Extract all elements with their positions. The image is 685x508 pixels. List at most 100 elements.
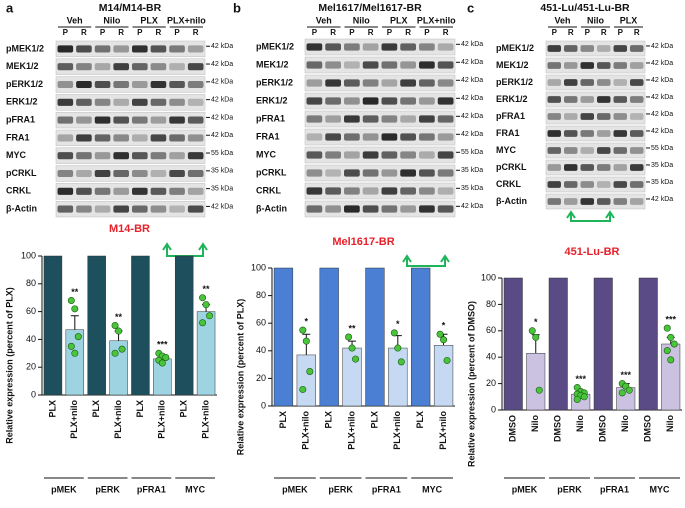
band (437, 97, 454, 105)
x-tick-label: DMSO (553, 415, 563, 442)
lane-group: PLX (620, 15, 638, 25)
group-label: pMEK (282, 484, 308, 494)
band (400, 79, 416, 87)
kda-label: 55 kDa (211, 150, 233, 157)
x-tick-label: DMSO (643, 415, 653, 442)
band (419, 205, 435, 213)
y-tick-label: 40 (256, 345, 266, 355)
y-tick-label: 20 (256, 373, 266, 383)
band (580, 45, 594, 52)
band (362, 61, 379, 69)
bar (365, 267, 385, 407)
significance: * (442, 321, 446, 331)
kda-label: 42 kDa (211, 132, 233, 139)
y-tick-label: 20 (26, 362, 36, 372)
data-point (67, 296, 75, 304)
x-tick-label: Nilo (665, 414, 675, 432)
significance: * (396, 319, 400, 329)
band (57, 169, 74, 178)
x-tick-label: PLX (47, 400, 57, 418)
band (613, 79, 627, 86)
band (306, 79, 323, 87)
band (325, 133, 341, 141)
band (76, 116, 92, 124)
kda-label: 42 kDa (651, 77, 673, 84)
data-point (67, 342, 75, 350)
bar (43, 255, 63, 396)
bar (87, 255, 106, 396)
significance: * (534, 317, 538, 327)
kda-label: 55 kDa (651, 145, 673, 152)
lane-label: R (193, 28, 199, 37)
band (564, 45, 578, 52)
band (362, 115, 379, 123)
data-point (111, 349, 119, 357)
data-point (670, 340, 678, 348)
x-tick-label: PLX (179, 400, 189, 418)
band (132, 63, 148, 71)
kda-label: 42 kDa (211, 96, 233, 103)
significance: *** (620, 370, 631, 380)
band (419, 133, 435, 141)
band (113, 134, 129, 142)
band (564, 164, 578, 171)
band (76, 152, 92, 160)
blot-strip (545, 159, 646, 176)
data-point (667, 356, 675, 364)
band (419, 97, 435, 105)
band (630, 62, 644, 69)
y-tick-label: 20 (486, 378, 496, 388)
band (564, 181, 578, 188)
lane-group: Veh (67, 15, 83, 25)
blot-strip (55, 76, 206, 93)
data-point (299, 385, 307, 393)
data-point (394, 344, 402, 352)
x-tick-label: PLX (278, 411, 288, 429)
data-point (115, 327, 123, 335)
band (580, 113, 594, 120)
y-tick-label: 0 (261, 400, 266, 410)
y-tick-label: 40 (486, 352, 496, 362)
data-point (199, 319, 207, 327)
band (344, 151, 360, 159)
band (344, 133, 360, 141)
band (57, 152, 74, 160)
group-label: pMEK (51, 484, 77, 494)
lane-label: R (368, 28, 374, 37)
group-label: pERK (557, 484, 582, 494)
band (613, 198, 627, 205)
band (613, 181, 627, 188)
x-tick-label: PLX+nilo (346, 411, 356, 450)
x-tick-label: PLX (135, 400, 145, 418)
band (580, 130, 594, 137)
data-point (390, 329, 398, 337)
band (94, 63, 111, 71)
data-point (71, 349, 79, 357)
band (150, 45, 167, 53)
bar (174, 255, 194, 396)
band (169, 152, 185, 160)
band (547, 164, 561, 171)
band (325, 79, 341, 87)
panel-label: b (233, 0, 241, 15)
data-point (397, 358, 405, 366)
kda-label: 42 kDa (651, 111, 673, 118)
band (400, 43, 416, 51)
x-tick-label: DMSO (508, 415, 518, 442)
kda-label: 42 kDa (461, 59, 483, 66)
y-tick-label: 100 (21, 250, 36, 260)
group-label: pMEK (512, 484, 538, 494)
kda-label: 42 kDa (651, 128, 673, 135)
band (547, 130, 561, 137)
row-label: MEK1/2 (496, 60, 529, 70)
bar (411, 267, 431, 407)
band (597, 198, 611, 205)
band (76, 134, 92, 142)
band (362, 205, 379, 213)
band (580, 198, 594, 205)
blot-strip (304, 110, 456, 128)
blot-strip (545, 40, 646, 57)
band (564, 96, 578, 103)
row-label: pCRKL (496, 162, 527, 172)
x-tick-label: PLX+nilo (392, 411, 402, 450)
